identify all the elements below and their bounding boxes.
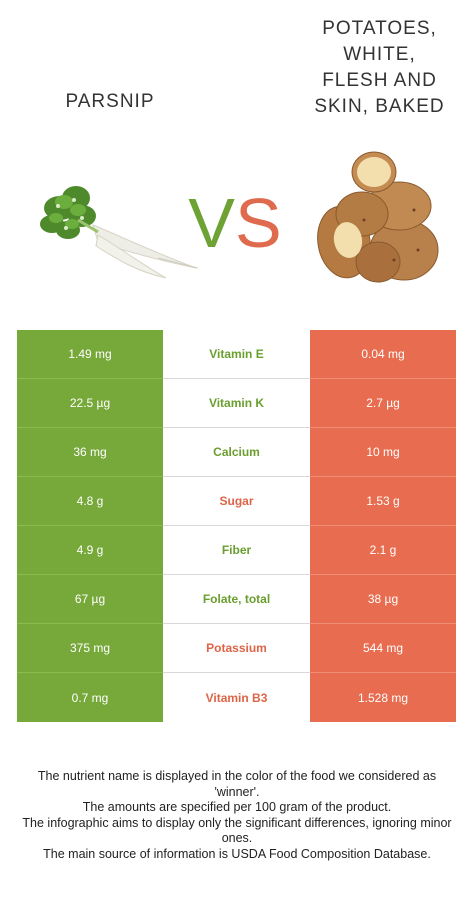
right-food-title-line: WHITE, [343, 44, 416, 65]
right-food-title: POTATOES, WHITE, FLESH AND SKIN, BAKED [292, 16, 467, 120]
parsnip-value-cell: 4.8 g [17, 477, 163, 526]
parsnip-value-cell: 36 mg [17, 428, 163, 477]
nutrient-name-cell: Calcium [163, 428, 310, 477]
versus-label: VS [180, 183, 290, 263]
nutrient-name-cell: Vitamin K [163, 379, 310, 428]
nutrient-name-cell: Fiber [163, 526, 310, 575]
table-row: 1.49 mg Vitamin E 0.04 mg [17, 330, 456, 379]
potato-value-cell: 2.7 µg [310, 379, 456, 428]
table-row: 4.8 g Sugar 1.53 g [17, 477, 456, 526]
potato-value-cell: 544 mg [310, 624, 456, 673]
parsnip-value-cell: 22.5 µg [17, 379, 163, 428]
table-row: 375 mg Potassium 544 mg [17, 624, 456, 673]
nutrient-name-cell: Sugar [163, 477, 310, 526]
potato-value-cell: 38 µg [310, 575, 456, 624]
right-food-title-line: FLESH AND [322, 70, 437, 91]
nutrient-name-cell: Potassium [163, 624, 310, 673]
nutrient-name-cell: Vitamin E [163, 330, 310, 379]
parsnip-value-cell: 4.9 g [17, 526, 163, 575]
footnote: The nutrient name is displayed in the co… [14, 769, 460, 862]
parsnip-value-cell: 67 µg [17, 575, 163, 624]
footnote-line: The amounts are specified per 100 gram o… [82, 800, 392, 814]
footnote-line: The nutrient name is displayed in the co… [37, 769, 437, 799]
nutrient-name-cell: Vitamin B3 [163, 673, 310, 722]
potato-value-cell: 2.1 g [310, 526, 456, 575]
potato-value-cell: 0.04 mg [310, 330, 456, 379]
table-row: 67 µg Folate, total 38 µg [17, 575, 456, 624]
parsnip-value-cell: 0.7 mg [17, 673, 163, 722]
footnote-line: The infographic aims to display only the… [22, 815, 452, 846]
parsnip-value-cell: 1.49 mg [17, 330, 163, 379]
potato-value-cell: 1.528 mg [310, 673, 456, 722]
parsnip-image [40, 186, 198, 279]
parsnip-value-cell: 375 mg [17, 624, 163, 673]
right-food-title-line: SKIN, BAKED [314, 96, 445, 117]
potato-value-cell: 10 mg [310, 428, 456, 477]
footnote-line: The main source of information is USDA F… [43, 846, 431, 861]
nutrient-name-cell: Folate, total [163, 575, 310, 624]
nutrient-comparison-table: 1.49 mg Vitamin E 0.04 mg 22.5 µg Vitami… [17, 330, 456, 722]
left-food-title: PARSNIP [65, 91, 155, 112]
vs-v-letter: V [188, 184, 235, 262]
table-row: 22.5 µg Vitamin K 2.7 µg [17, 379, 456, 428]
potatoes-image [317, 151, 439, 283]
table-row: 36 mg Calcium 10 mg [17, 428, 456, 477]
table-row: 0.7 mg Vitamin B3 1.528 mg [17, 673, 456, 722]
right-food-title-line: POTATOES, [322, 18, 437, 39]
table-row: 4.9 g Fiber 2.1 g [17, 526, 456, 575]
vs-s-letter: S [235, 184, 282, 262]
potato-value-cell: 1.53 g [310, 477, 456, 526]
